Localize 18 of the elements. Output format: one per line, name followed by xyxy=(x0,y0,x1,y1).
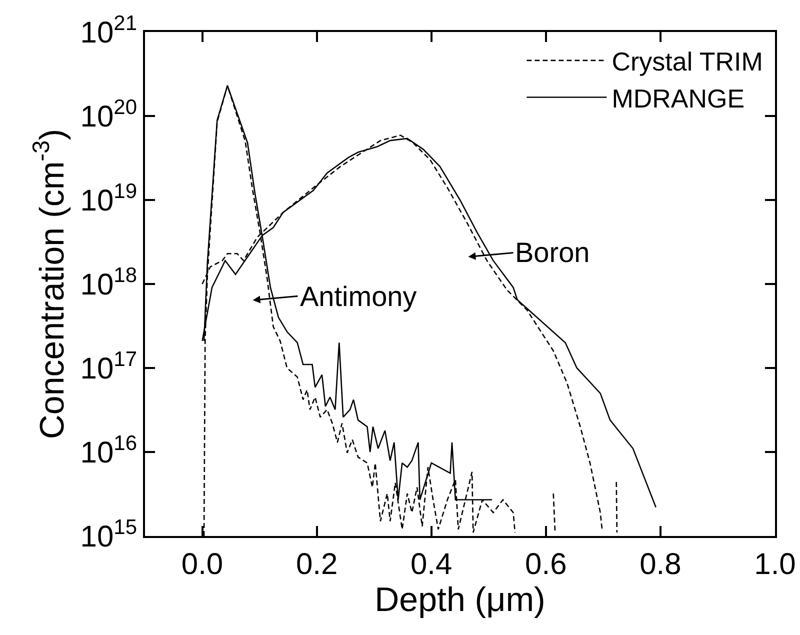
y-tick-label: 10$^{16}$ xyxy=(80,432,137,470)
x-axis-title: Depth (μm) xyxy=(374,581,546,619)
x-tick-label: 0.8 xyxy=(640,548,682,581)
y-tick-label: 10$^{18}$ xyxy=(80,264,137,302)
x-tick-label: 0.0 xyxy=(181,548,224,581)
y-tick-label: 10$^{19}$ xyxy=(80,180,137,218)
y-tick-label: 10$^{20}$ xyxy=(80,96,137,134)
legend-label: MDRANGE xyxy=(612,83,745,114)
y-tick-label: 10$^{21}$ xyxy=(80,12,137,50)
x-tick-label: 0.6 xyxy=(525,548,567,581)
legend-label: Crystal TRIM xyxy=(612,46,763,77)
x-tick-label: 0.2 xyxy=(296,548,338,581)
y-tick-label: 10$^{15}$ xyxy=(80,516,137,554)
annotation: Antimony xyxy=(300,281,417,312)
y-tick-label: 10$^{17}$ xyxy=(80,348,137,386)
x-tick-label: 0.4 xyxy=(410,548,452,581)
x-tick-label: 1.0 xyxy=(754,548,796,581)
annotation: Boron xyxy=(515,237,590,268)
